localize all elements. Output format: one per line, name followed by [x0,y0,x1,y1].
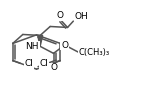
Text: O: O [61,40,68,50]
Polygon shape [38,35,43,46]
Text: Cl: Cl [40,59,48,68]
Text: OH: OH [75,12,88,21]
Text: O: O [50,63,57,72]
Text: O: O [57,11,64,20]
Text: C(CH₃)₃: C(CH₃)₃ [79,48,110,56]
Text: Cl: Cl [25,59,34,68]
Text: NH: NH [25,42,39,51]
